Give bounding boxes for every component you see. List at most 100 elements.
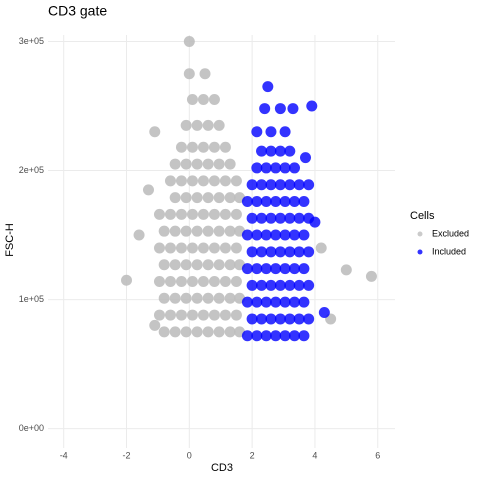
point: [274, 179, 286, 191]
point: [202, 225, 214, 237]
legend-swatch: [417, 231, 423, 237]
point: [219, 175, 231, 187]
point: [180, 158, 192, 170]
point: [256, 246, 268, 258]
point: [186, 94, 198, 106]
point: [224, 192, 236, 204]
point: [186, 141, 198, 153]
x-tick-label: 6: [375, 450, 380, 460]
point: [246, 246, 258, 258]
point: [298, 229, 310, 241]
point: [191, 119, 203, 131]
point: [180, 225, 192, 237]
point: [164, 242, 176, 254]
point: [303, 279, 315, 291]
point: [213, 119, 225, 131]
point: [164, 309, 176, 321]
point: [213, 158, 225, 170]
point: [340, 264, 352, 276]
point: [208, 242, 220, 254]
point: [158, 326, 170, 338]
point: [202, 158, 214, 170]
point: [256, 313, 268, 325]
point: [270, 263, 282, 275]
point: [251, 296, 263, 308]
point: [202, 292, 214, 304]
y-tick-label: 0e+00: [19, 423, 44, 433]
point: [251, 162, 263, 174]
point: [208, 141, 220, 153]
point: [279, 263, 291, 275]
point: [169, 292, 181, 304]
point: [224, 158, 236, 170]
point: [260, 263, 272, 275]
point: [186, 309, 198, 321]
point: [289, 296, 301, 308]
point: [284, 212, 296, 224]
point: [315, 242, 327, 254]
point: [241, 195, 253, 207]
point: [197, 141, 209, 153]
point: [180, 192, 192, 204]
point: [180, 119, 192, 131]
point: [256, 279, 268, 291]
point: [202, 326, 214, 338]
legend-title: Cells: [410, 210, 435, 222]
point: [191, 259, 203, 271]
point: [186, 242, 198, 254]
point: [270, 229, 282, 241]
point: [219, 242, 231, 254]
point: [208, 276, 220, 288]
point: [158, 292, 170, 304]
point: [180, 326, 192, 338]
point: [303, 313, 315, 325]
point: [202, 259, 214, 271]
point: [274, 212, 286, 224]
point: [142, 184, 154, 196]
point: [230, 175, 242, 187]
y-tick-label: 2e+05: [19, 165, 44, 175]
point: [133, 229, 145, 241]
point: [279, 162, 291, 174]
point: [158, 259, 170, 271]
point: [279, 330, 291, 342]
point: [197, 175, 209, 187]
point: [293, 212, 305, 224]
point: [175, 309, 187, 321]
point: [289, 162, 301, 174]
point: [175, 175, 187, 187]
point: [246, 279, 258, 291]
point: [260, 296, 272, 308]
point: [180, 292, 192, 304]
point: [284, 145, 296, 157]
point: [318, 306, 330, 318]
point: [251, 229, 263, 241]
point: [298, 296, 310, 308]
chart-title: CD3 gate: [48, 3, 107, 19]
y-tick-label: 1e+05: [19, 294, 44, 304]
point: [303, 179, 315, 191]
point: [279, 126, 291, 138]
point: [256, 212, 268, 224]
point: [300, 152, 312, 164]
point: [251, 330, 263, 342]
point: [365, 270, 377, 282]
point: [274, 246, 286, 258]
point: [293, 279, 305, 291]
point: [260, 229, 272, 241]
point: [246, 313, 258, 325]
point: [251, 126, 263, 138]
point: [149, 126, 161, 138]
point: [256, 179, 268, 191]
grid: [48, 35, 395, 448]
point: [169, 225, 181, 237]
point: [265, 145, 277, 157]
point: [191, 192, 203, 204]
point: [284, 179, 296, 191]
point: [224, 326, 236, 338]
point: [224, 225, 236, 237]
point: [270, 195, 282, 207]
y-tick-label: 3e+05: [19, 36, 44, 46]
point: [149, 319, 161, 331]
point: [186, 175, 198, 187]
